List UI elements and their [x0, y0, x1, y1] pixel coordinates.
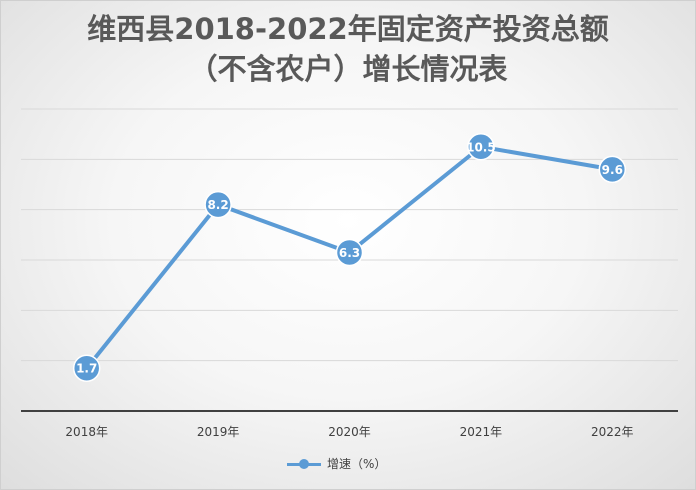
- data-label-1: 8.2: [207, 198, 228, 212]
- data-point-4: [598, 155, 627, 184]
- x-tick-label-1: 2019年: [197, 425, 240, 439]
- data-point-3: [467, 133, 495, 161]
- data-point-0: [72, 354, 101, 382]
- chart-title-line-2: （不含农户）增长情况表: [188, 52, 508, 86]
- legend-swatch: [287, 458, 321, 470]
- chart-title-line-1: 维西县2018-2022年固定资产投资总额: [87, 12, 609, 46]
- x-tick-label-4: 2022年: [591, 425, 634, 439]
- data-label-3: 10.5: [466, 140, 496, 154]
- data-point-1: [204, 190, 232, 219]
- data-point-2: [335, 238, 364, 267]
- x-tick-label-2: 2020年: [328, 425, 371, 439]
- data-label-4: 9.6: [602, 163, 623, 177]
- data-label-0: 1.7: [76, 362, 97, 376]
- legend: 增速（%）: [287, 455, 386, 472]
- x-tick-label-0: 2018年: [65, 425, 108, 439]
- data-label-2: 6.3: [339, 246, 360, 260]
- legend-label: 增速（%）: [327, 457, 387, 471]
- x-tick-label-3: 2021年: [460, 425, 503, 439]
